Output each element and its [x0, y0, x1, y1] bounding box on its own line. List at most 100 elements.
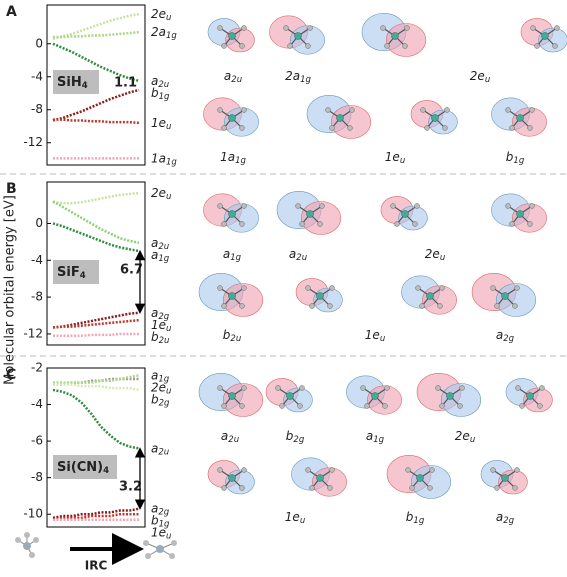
- orbital-image: [269, 15, 325, 55]
- series-line: [52, 512, 139, 521]
- lobe: [398, 205, 428, 231]
- molecule-label-sub: 4: [103, 466, 109, 476]
- atom: [429, 467, 435, 473]
- atom: [307, 25, 313, 31]
- orbital-caption-main: a: [223, 247, 230, 261]
- series-label-sub: 1g: [158, 253, 169, 263]
- atom: [419, 303, 425, 309]
- atom: [380, 25, 386, 31]
- series-label: 1eu: [151, 115, 171, 131]
- series-label-main: a: [151, 247, 158, 261]
- atom: [519, 403, 525, 409]
- orbital-image: [207, 460, 255, 495]
- atom: [364, 403, 370, 409]
- atom: [239, 403, 245, 409]
- orbital-caption-sub: u: [400, 156, 405, 166]
- atom: [409, 485, 415, 491]
- lobe: [385, 23, 427, 57]
- atom: [241, 203, 247, 209]
- series-label-sub: 2g: [158, 507, 169, 517]
- orbital-caption: a2g: [496, 510, 515, 526]
- orbital-image: [410, 100, 458, 135]
- series-label-sub: u: [166, 386, 171, 396]
- atom: [530, 25, 536, 31]
- atom: [221, 485, 227, 491]
- orbital-caption: b1g: [406, 510, 425, 526]
- atom: [446, 392, 454, 400]
- lobe: [222, 383, 264, 417]
- orbital-caption-sub: 2u: [230, 334, 241, 344]
- series-label: 1eu: [151, 317, 171, 333]
- atom: [283, 25, 289, 31]
- y-axis-label: Molecular orbital energy [eV]: [3, 195, 18, 385]
- orbital-image: [491, 193, 547, 233]
- lobe: [498, 469, 528, 495]
- atom: [306, 210, 314, 218]
- series-label-main: a: [151, 235, 158, 249]
- series-label-main: 2e: [151, 186, 166, 200]
- series-line: [52, 88, 140, 122]
- orbital-caption-sub: 1g: [235, 156, 246, 166]
- atom: [221, 303, 227, 309]
- atom: [384, 43, 390, 49]
- orbital-image: [491, 97, 547, 137]
- orbital-image: [361, 12, 427, 57]
- atom: [221, 125, 227, 131]
- lobe: [225, 469, 255, 495]
- atom: [426, 292, 434, 300]
- atom: [401, 210, 409, 218]
- orbital-caption-main: b: [506, 150, 514, 164]
- atom: [305, 285, 311, 291]
- orbital-caption: b1g: [506, 150, 525, 166]
- series-label-main: b: [151, 392, 159, 406]
- atom: [439, 403, 445, 409]
- atom: [329, 467, 335, 473]
- atom: [241, 385, 247, 391]
- orbital-caption: a2g: [496, 328, 515, 344]
- panel-letter: A: [6, 4, 17, 20]
- series-label: 2eu: [151, 7, 171, 23]
- orbital-image: [203, 97, 259, 137]
- series-label-sub: 1g: [166, 31, 177, 41]
- orbital-image: [471, 272, 537, 317]
- series-label-main: 1e: [151, 115, 166, 129]
- orbital-caption-sub: 2u: [296, 253, 307, 263]
- series-label: a1g: [151, 368, 170, 384]
- molecule-label-sub: 4: [82, 81, 88, 91]
- atom: [490, 285, 496, 291]
- orbital-caption: 1eu: [285, 510, 305, 526]
- orbital-caption: b2u: [223, 328, 241, 344]
- series-label-sub: 2u: [158, 241, 169, 251]
- atom: [275, 385, 281, 391]
- atom: [329, 285, 335, 291]
- orbital-caption-main: 1e: [385, 150, 400, 164]
- lobe: [428, 109, 458, 135]
- atom: [325, 107, 331, 113]
- irc-label: IRC: [85, 559, 108, 573]
- orbital-image: [306, 95, 372, 139]
- molecule-label: SiF4: [57, 265, 86, 281]
- atom: [516, 114, 524, 122]
- orbital-caption-sub: u: [470, 435, 475, 445]
- atom: [509, 125, 515, 131]
- lobe: [330, 105, 372, 139]
- orbital-caption-main: b: [406, 510, 414, 524]
- lobe: [283, 387, 313, 413]
- series-label-main: 2a: [151, 25, 166, 39]
- orbital-caption-sub: 2u: [231, 75, 242, 85]
- atom: [515, 385, 521, 391]
- orbital-caption: 1eu: [385, 150, 405, 166]
- atom: [416, 474, 424, 482]
- atom: [505, 203, 511, 209]
- series-label-sub: 1g: [159, 91, 170, 101]
- series-label: b1g: [151, 513, 170, 529]
- molecule-label-main: SiF: [57, 265, 80, 280]
- orbital-caption: 2a1g: [285, 69, 311, 85]
- series-label: a1g: [151, 247, 170, 263]
- y-tick-label: -10: [23, 507, 43, 521]
- orbital-caption-main: a: [221, 429, 228, 443]
- panel-letter: B: [6, 181, 17, 197]
- orbital-caption: a1g: [223, 247, 242, 263]
- atom: [435, 385, 441, 391]
- orbital-image: [386, 454, 452, 499]
